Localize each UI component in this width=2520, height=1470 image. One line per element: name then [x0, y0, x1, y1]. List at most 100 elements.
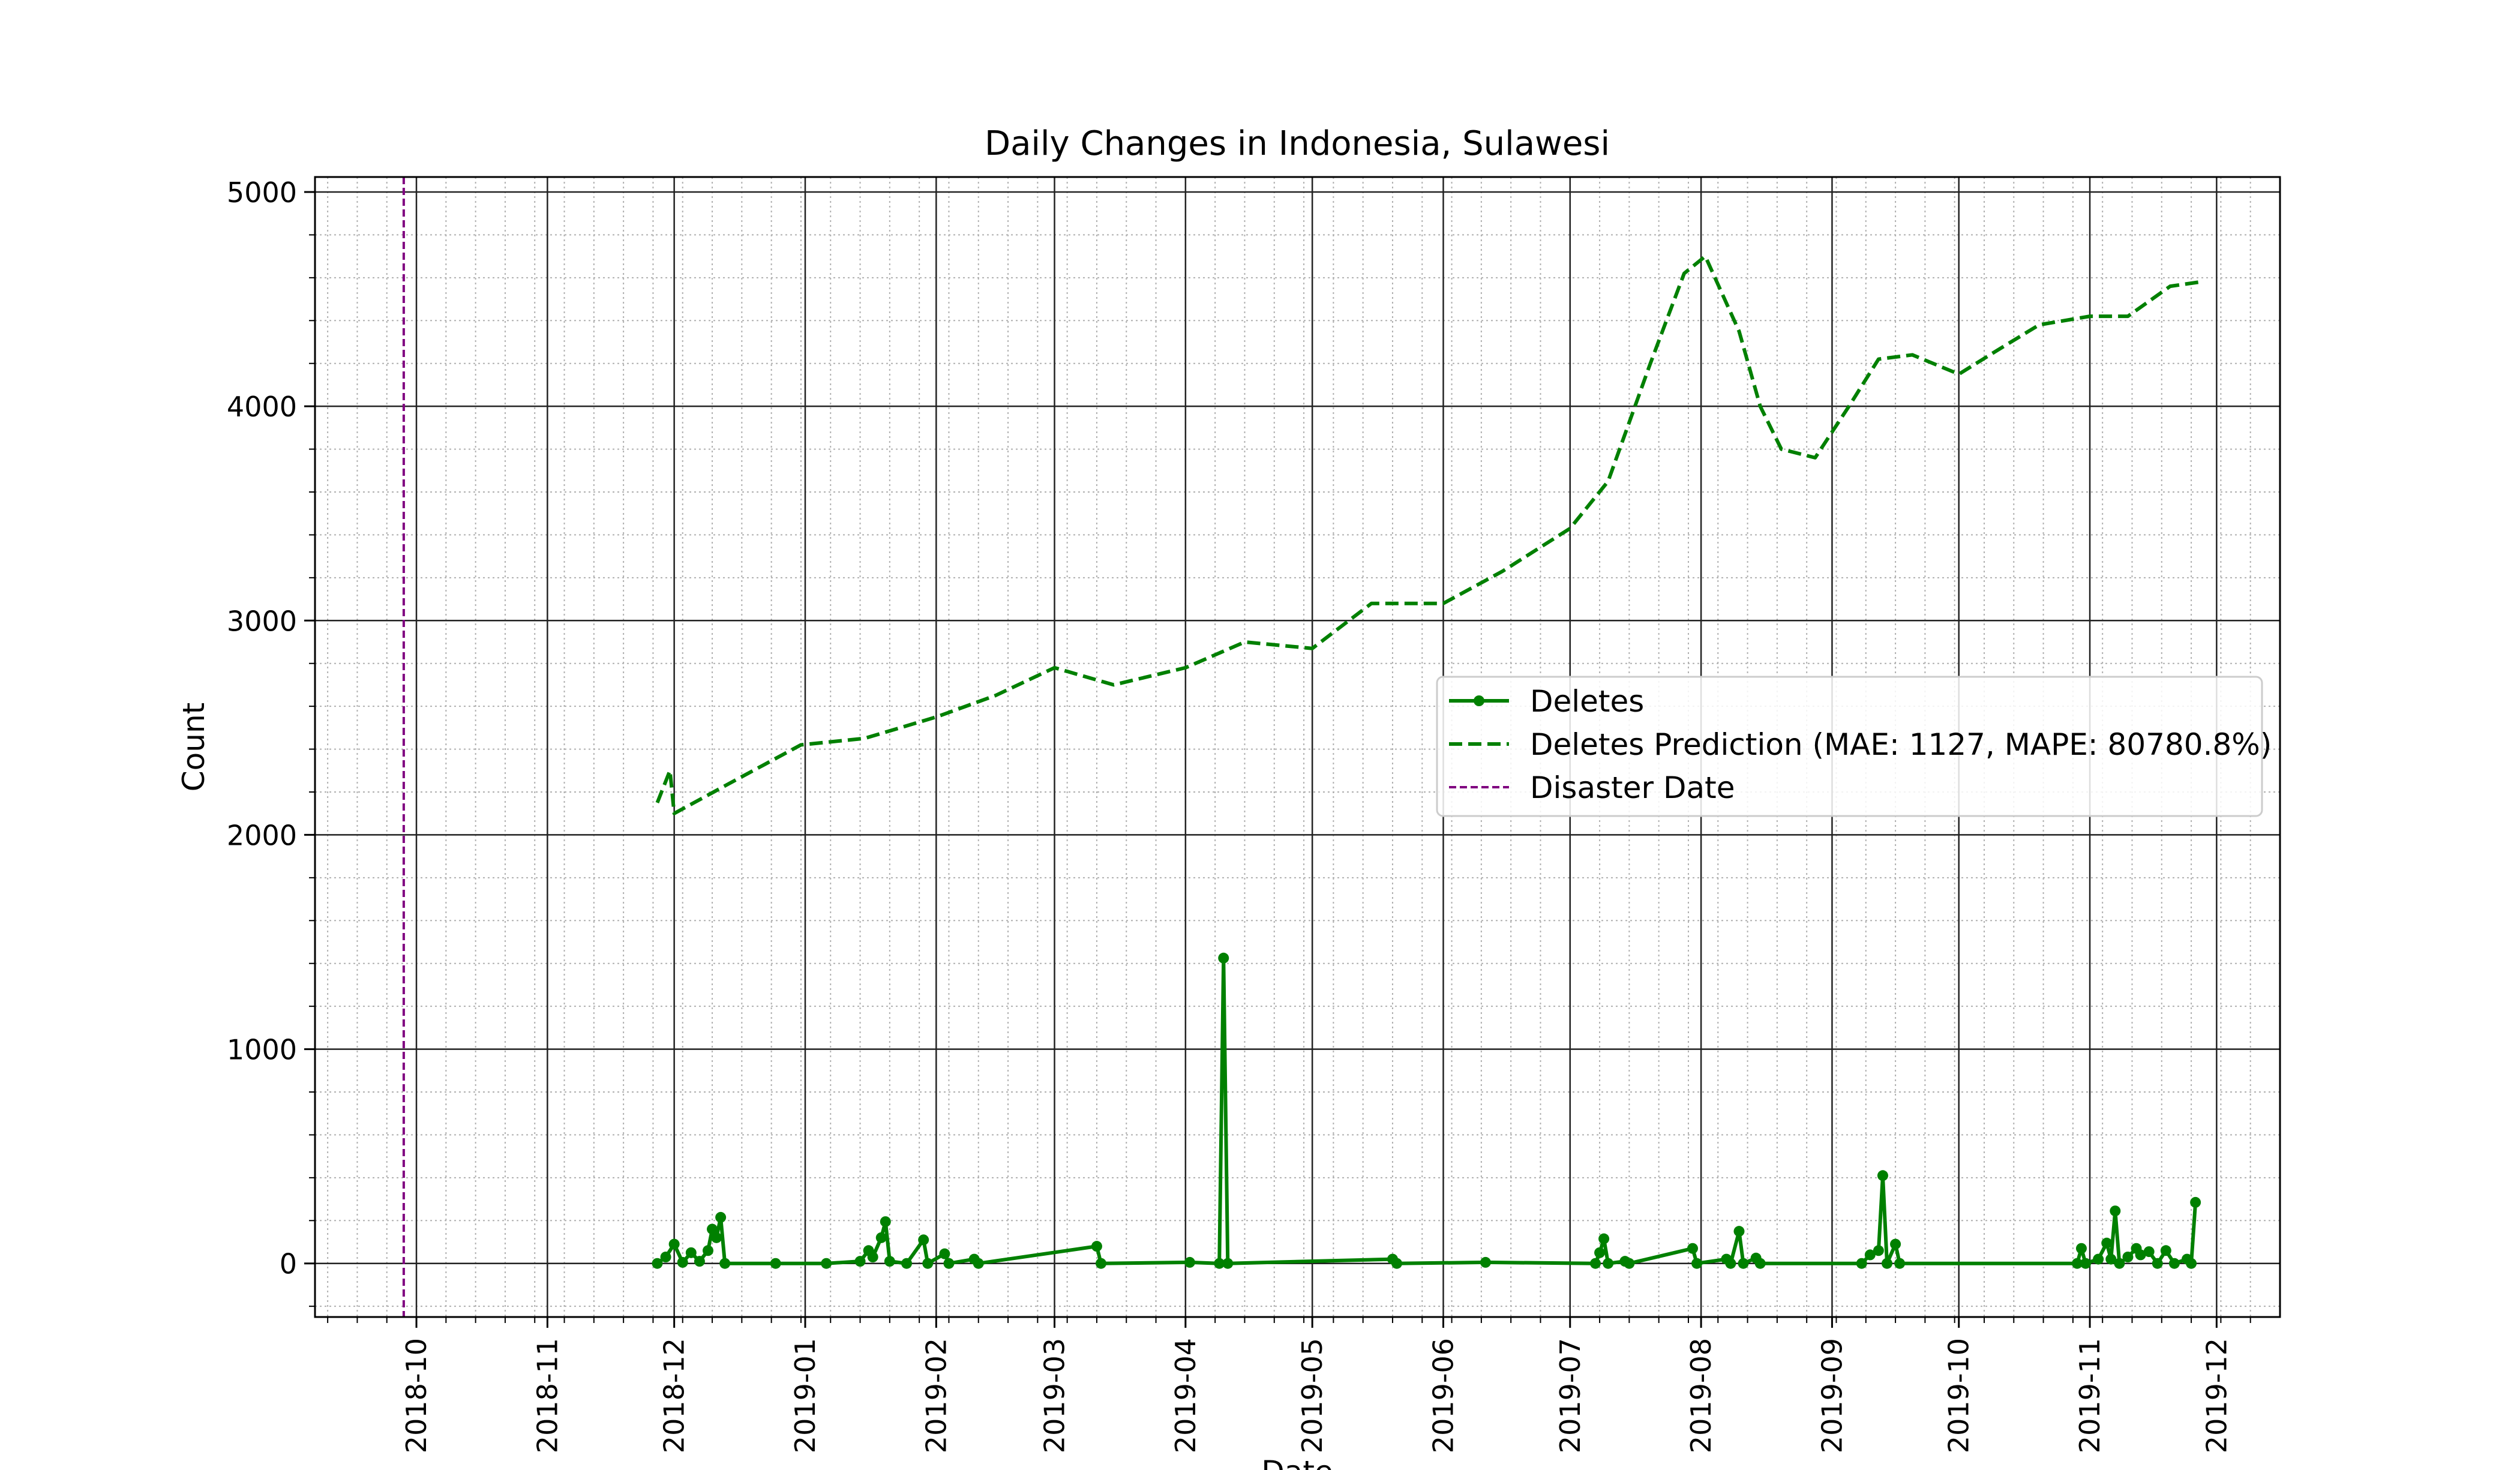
deletes-point — [2122, 1252, 2134, 1262]
deletes-point — [703, 1245, 713, 1256]
deletes-point — [652, 1258, 663, 1269]
deletes-point — [2186, 1258, 2197, 1269]
x-tick-label: 2019-07 — [1554, 1338, 1586, 1453]
x-tick-label: 2019-01 — [789, 1338, 821, 1453]
legend-label-prediction: Deletes Prediction (MAE: 1127, MAPE: 807… — [1530, 727, 2272, 762]
deletes-point — [2114, 1258, 2125, 1269]
deletes-point — [707, 1223, 718, 1235]
prediction-series — [655, 254, 2200, 815]
legend-box — [1436, 676, 2263, 817]
legend-label-disaster: Disaster Date — [1530, 770, 1735, 805]
deletes-series — [652, 952, 2201, 1269]
deletes-point — [1096, 1258, 1106, 1269]
plot-frame — [314, 176, 2281, 1318]
deletes-point — [1184, 1256, 1195, 1268]
x-tick-label: 2019-03 — [1039, 1338, 1071, 1453]
deletes-point — [1864, 1249, 1876, 1261]
x-tick-label: 2019-12 — [2200, 1338, 2233, 1453]
deletes-point — [1218, 952, 1229, 964]
deletes-point — [884, 1256, 895, 1267]
x-tick-label: 2019-11 — [2074, 1338, 2106, 1453]
legend-marker-deletes — [1474, 695, 1484, 706]
x-tick-label: 2018-12 — [658, 1338, 691, 1453]
deletes-point — [719, 1258, 731, 1269]
deletes-point — [1214, 1258, 1225, 1269]
deletes-point — [711, 1232, 722, 1243]
x-tick-label: 2019-02 — [920, 1338, 952, 1453]
deletes-point — [1894, 1258, 1906, 1269]
deletes-point — [770, 1258, 781, 1269]
x-tick-label: 2019-04 — [1169, 1338, 1202, 1453]
prediction-line — [655, 254, 2200, 815]
deletes-point — [2093, 1253, 2104, 1265]
x-axis: 2018-10 2018-11 2018-12 2019-01 2019-02 2019-… — [327, 1317, 2251, 1453]
deletes-point — [1725, 1258, 1736, 1269]
deletes-point — [1222, 1258, 1234, 1269]
y-tick-label: 0 — [280, 1248, 297, 1280]
y-axis-label: Count — [176, 703, 211, 792]
x-axis-label: Date — [1261, 1454, 1333, 1470]
deletes-point — [715, 1211, 727, 1223]
deletes-point — [2135, 1249, 2146, 1261]
deletes-point — [685, 1247, 697, 1258]
deletes-point — [1877, 1170, 1888, 1181]
deletes-point — [1890, 1238, 1901, 1250]
deletes-point — [1594, 1247, 1606, 1258]
deletes-point — [2168, 1258, 2180, 1269]
deletes-point — [2160, 1245, 2171, 1256]
deletes-point — [867, 1252, 878, 1262]
y-tick-label: 3000 — [227, 605, 297, 637]
x-tick-label: 2019-06 — [1427, 1338, 1459, 1453]
deletes-point — [1590, 1258, 1601, 1269]
legend-label-deletes: Deletes — [1530, 684, 1644, 719]
x-tick-label: 2019-09 — [1816, 1338, 1848, 1453]
deletes-point — [2071, 1258, 2083, 1269]
deletes-point — [2080, 1258, 2092, 1269]
deletes-point — [1603, 1258, 1614, 1269]
deletes-point — [2105, 1253, 2117, 1265]
x-tick-label: 2019-05 — [1296, 1338, 1328, 1453]
deletes-point — [1733, 1226, 1745, 1237]
deletes-point — [875, 1232, 887, 1243]
deletes-point — [880, 1216, 891, 1228]
deletes-point — [677, 1256, 688, 1268]
deletes-point — [922, 1258, 934, 1269]
y-tick-label: 4000 — [227, 391, 297, 423]
deletes-point — [1691, 1258, 1703, 1269]
deletes-point — [2110, 1205, 2121, 1217]
deletes-point — [660, 1252, 671, 1262]
chart-title: Daily Changes in Indonesia, Sulawesi — [985, 124, 1610, 163]
y-tick-label: 1000 — [227, 1034, 297, 1066]
deletes-point — [1873, 1245, 1884, 1256]
deletes-point — [1754, 1258, 1766, 1269]
deletes-point — [2190, 1196, 2201, 1208]
y-tick-label: 2000 — [227, 819, 297, 851]
x-tick-label: 2018-10 — [400, 1338, 433, 1453]
deletes-point — [1091, 1241, 1102, 1252]
deletes-point — [1624, 1258, 1635, 1269]
deletes-point — [1687, 1243, 1699, 1254]
deletes-point — [1480, 1256, 1491, 1268]
deletes-point — [694, 1256, 705, 1267]
deletes-point — [1856, 1258, 1867, 1269]
deletes-point — [2143, 1246, 2155, 1258]
deletes-point — [1738, 1258, 1749, 1269]
x-tick-label: 2019-10 — [1943, 1338, 1975, 1453]
deletes-point — [1391, 1258, 1403, 1269]
deletes-point — [1598, 1233, 1610, 1244]
deletes-point — [1882, 1258, 1892, 1269]
deletes-point — [2101, 1237, 2113, 1249]
deletes-point — [943, 1258, 955, 1269]
deletes-point — [2152, 1258, 2163, 1269]
deletes-point — [668, 1238, 680, 1250]
x-tick-label: 2018-11 — [531, 1338, 563, 1453]
legend: Deletes Deletes Prediction (MAE: 1127, M… — [1436, 676, 2272, 817]
deletes-point — [918, 1234, 929, 1246]
deletes-point — [854, 1256, 866, 1267]
deletes-point — [939, 1248, 950, 1259]
deletes-point — [821, 1258, 832, 1269]
y-axis: 0 1000 2000 3000 4000 5000 — [227, 176, 315, 1307]
deletes-point — [973, 1258, 984, 1269]
x-tick-label: 2019-08 — [1685, 1338, 1717, 1453]
